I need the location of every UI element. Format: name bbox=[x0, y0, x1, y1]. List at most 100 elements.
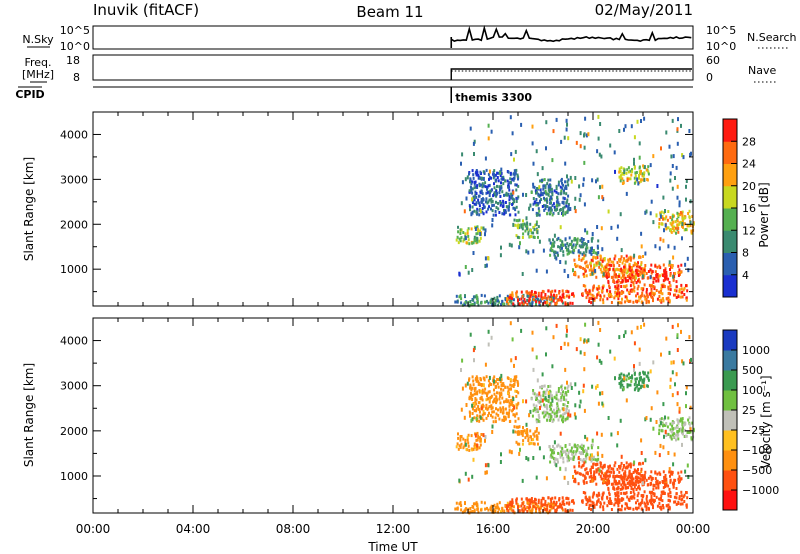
velocity-cell bbox=[537, 431, 540, 435]
velocity-cell bbox=[686, 463, 689, 468]
power-cell bbox=[517, 184, 520, 188]
velocity-cell bbox=[517, 430, 520, 434]
velocity-cell bbox=[482, 390, 485, 394]
velocity-cell bbox=[495, 407, 497, 411]
power-cell bbox=[561, 293, 564, 297]
power-cell bbox=[596, 225, 599, 229]
power-cell bbox=[617, 297, 620, 301]
velocity-cell bbox=[630, 330, 633, 335]
velocity-cell bbox=[541, 411, 544, 415]
velocity-cell bbox=[619, 508, 621, 512]
power-cell bbox=[621, 270, 624, 274]
velocity-cell bbox=[499, 460, 502, 464]
power-cell bbox=[585, 260, 588, 264]
power-cell bbox=[515, 234, 518, 238]
power-cell bbox=[557, 180, 560, 184]
power-cell bbox=[478, 184, 481, 188]
power-cell bbox=[633, 278, 636, 282]
velocity-cell bbox=[633, 496, 636, 500]
power-cell bbox=[565, 200, 568, 204]
power-cell bbox=[471, 210, 474, 215]
velocity-cell bbox=[578, 451, 581, 454]
velocity-cell bbox=[523, 504, 526, 508]
velocity-cell bbox=[481, 417, 484, 421]
power-ylabel: Slant Range [km] bbox=[22, 157, 36, 261]
power-cell bbox=[546, 182, 549, 186]
power-cell bbox=[504, 298, 507, 302]
velocity-cell bbox=[463, 444, 466, 448]
power-cell bbox=[502, 204, 505, 208]
velocity-cell bbox=[498, 391, 501, 395]
velocity-cell bbox=[562, 413, 565, 417]
velocity-cell bbox=[512, 379, 515, 382]
velocity-cell bbox=[497, 413, 500, 417]
velocity-cell bbox=[658, 428, 661, 432]
power-cell bbox=[656, 184, 659, 188]
time-axis-label: Time UT bbox=[367, 540, 418, 554]
velocity-cell bbox=[544, 390, 547, 394]
velocity-cell bbox=[642, 477, 645, 481]
velocity-cell bbox=[583, 351, 586, 356]
velocity-cell bbox=[549, 448, 552, 452]
power-cell bbox=[596, 244, 599, 249]
power-cell bbox=[553, 233, 556, 238]
time-tick-label: 16:00 bbox=[476, 522, 511, 536]
velocity-cell bbox=[691, 421, 694, 425]
velocity-cell bbox=[544, 396, 547, 401]
velocity-cell bbox=[637, 506, 640, 510]
power-cell bbox=[642, 174, 645, 178]
power-cell bbox=[628, 268, 631, 272]
power-cell bbox=[649, 163, 652, 168]
power-cell bbox=[506, 205, 509, 209]
velocity-cell bbox=[472, 447, 475, 451]
velocity-cell bbox=[480, 508, 483, 512]
velocity-cell bbox=[617, 491, 620, 495]
power-cell bbox=[518, 245, 521, 250]
velocity-cell bbox=[532, 456, 535, 460]
power-cell bbox=[469, 180, 471, 184]
velocity-cell bbox=[508, 503, 511, 507]
velocity-cell bbox=[643, 377, 646, 381]
velocity-cell bbox=[470, 510, 472, 514]
velocity-cell bbox=[528, 498, 531, 502]
velocity-cell bbox=[626, 486, 629, 490]
power-cell bbox=[658, 264, 661, 268]
velocity-cell bbox=[488, 382, 491, 386]
power-cell bbox=[455, 294, 458, 298]
power-cell bbox=[662, 217, 664, 221]
power-cell bbox=[650, 289, 653, 293]
power-cell bbox=[481, 207, 484, 210]
power-cell bbox=[580, 237, 583, 241]
velocity-cell bbox=[500, 378, 503, 382]
velocity-cell bbox=[638, 361, 641, 366]
velocity-cell bbox=[552, 335, 555, 340]
velocity-cell bbox=[625, 378, 628, 382]
power-cell bbox=[623, 273, 626, 277]
power-cell bbox=[541, 192, 544, 197]
power-cell bbox=[494, 173, 497, 177]
power-cell bbox=[581, 252, 584, 256]
velocity-cell bbox=[620, 491, 623, 495]
power-cell bbox=[548, 238, 551, 242]
power-cell bbox=[624, 276, 627, 280]
velocity-cell bbox=[677, 437, 680, 441]
power-colorbar-segment bbox=[723, 163, 737, 187]
power-cell bbox=[582, 182, 585, 187]
velocity-cell bbox=[565, 501, 568, 505]
velocity-cell bbox=[621, 477, 624, 481]
power-cell bbox=[532, 161, 535, 166]
power-cell bbox=[483, 205, 486, 209]
power-cell bbox=[622, 179, 625, 183]
velocity-cell bbox=[643, 384, 646, 389]
velocity-cell bbox=[552, 408, 555, 412]
velocity-cell bbox=[565, 496, 568, 500]
velocity-cell bbox=[526, 505, 529, 509]
velocity-cell bbox=[662, 486, 665, 490]
power-cell bbox=[460, 201, 463, 206]
velocity-cell bbox=[497, 408, 499, 412]
power-cell bbox=[606, 297, 609, 301]
power-cell bbox=[551, 190, 554, 194]
velocity-cell bbox=[480, 500, 483, 504]
power-cell bbox=[595, 263, 598, 267]
power-cell bbox=[456, 300, 459, 304]
